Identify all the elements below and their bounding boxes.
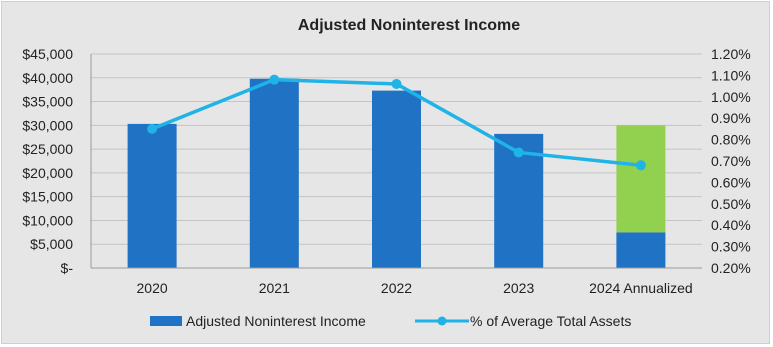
right-tick-label: 0.50% [711,196,751,212]
left-tick-label: $40,000 [22,70,73,86]
right-tick-label: 1.10% [711,67,751,83]
left-tick-label: $15,000 [22,189,73,205]
x-axis-ticks: 2020 2021 2022 2023 2024 Annualized [91,267,702,296]
right-tick-label: 0.70% [711,153,751,169]
right-tick-label: 1.20% [711,46,751,62]
line-point [269,74,280,85]
right-axis-ticks: 0.20% 0.30% 0.40% 0.50% 0.60% 0.70% 0.80% 0.90%… [711,46,751,276]
right-tick-label: 0.20% [711,260,751,276]
left-tick-label: $5,000 [30,236,73,252]
right-tick-label: 1.00% [711,89,751,105]
x-tick-label: 2020 [137,280,168,296]
chart-title: Adjusted Noninterest Income [298,17,520,34]
line-series [147,74,646,171]
legend-bar-swatch [150,316,182,326]
legend-label-line: % of Average Total Assets [470,313,631,329]
bar [127,123,177,268]
legend-line-marker [437,316,447,326]
left-tick-label: $10,000 [22,212,73,228]
left-tick-label: $- [61,260,74,276]
left-axis-ticks: $- $5,000 $10,000 $15,000 $20,000 $25,000 $30,… [22,46,73,276]
left-tick-label: $35,000 [22,94,73,110]
left-tick-label: $25,000 [22,141,73,157]
bar [616,232,666,268]
bar-series [127,78,666,269]
legend-label-bars: Adjusted Noninterest Income [186,313,366,329]
left-tick-label: $30,000 [22,117,73,133]
line-point [391,78,402,89]
x-tick-label: 2024 Annualized [589,280,693,296]
legend: Adjusted Noninterest Income % of Average… [150,313,631,329]
line-point [513,147,524,158]
right-tick-label: 0.40% [711,217,751,233]
right-tick-label: 0.80% [711,132,751,148]
x-tick-label: 2021 [259,280,290,296]
left-tick-label: $20,000 [22,165,73,181]
right-tick-label: 0.90% [711,110,751,126]
bar-stacked-segment [616,125,666,233]
right-tick-label: 0.30% [711,239,751,255]
bar [372,90,421,269]
bar [249,78,299,269]
x-tick-label: 2023 [503,280,534,296]
right-tick-label: 0.60% [711,174,751,190]
line-point [147,123,158,134]
x-tick-label: 2022 [381,280,412,296]
line-point [635,160,646,171]
left-tick-label: $45,000 [22,46,73,62]
